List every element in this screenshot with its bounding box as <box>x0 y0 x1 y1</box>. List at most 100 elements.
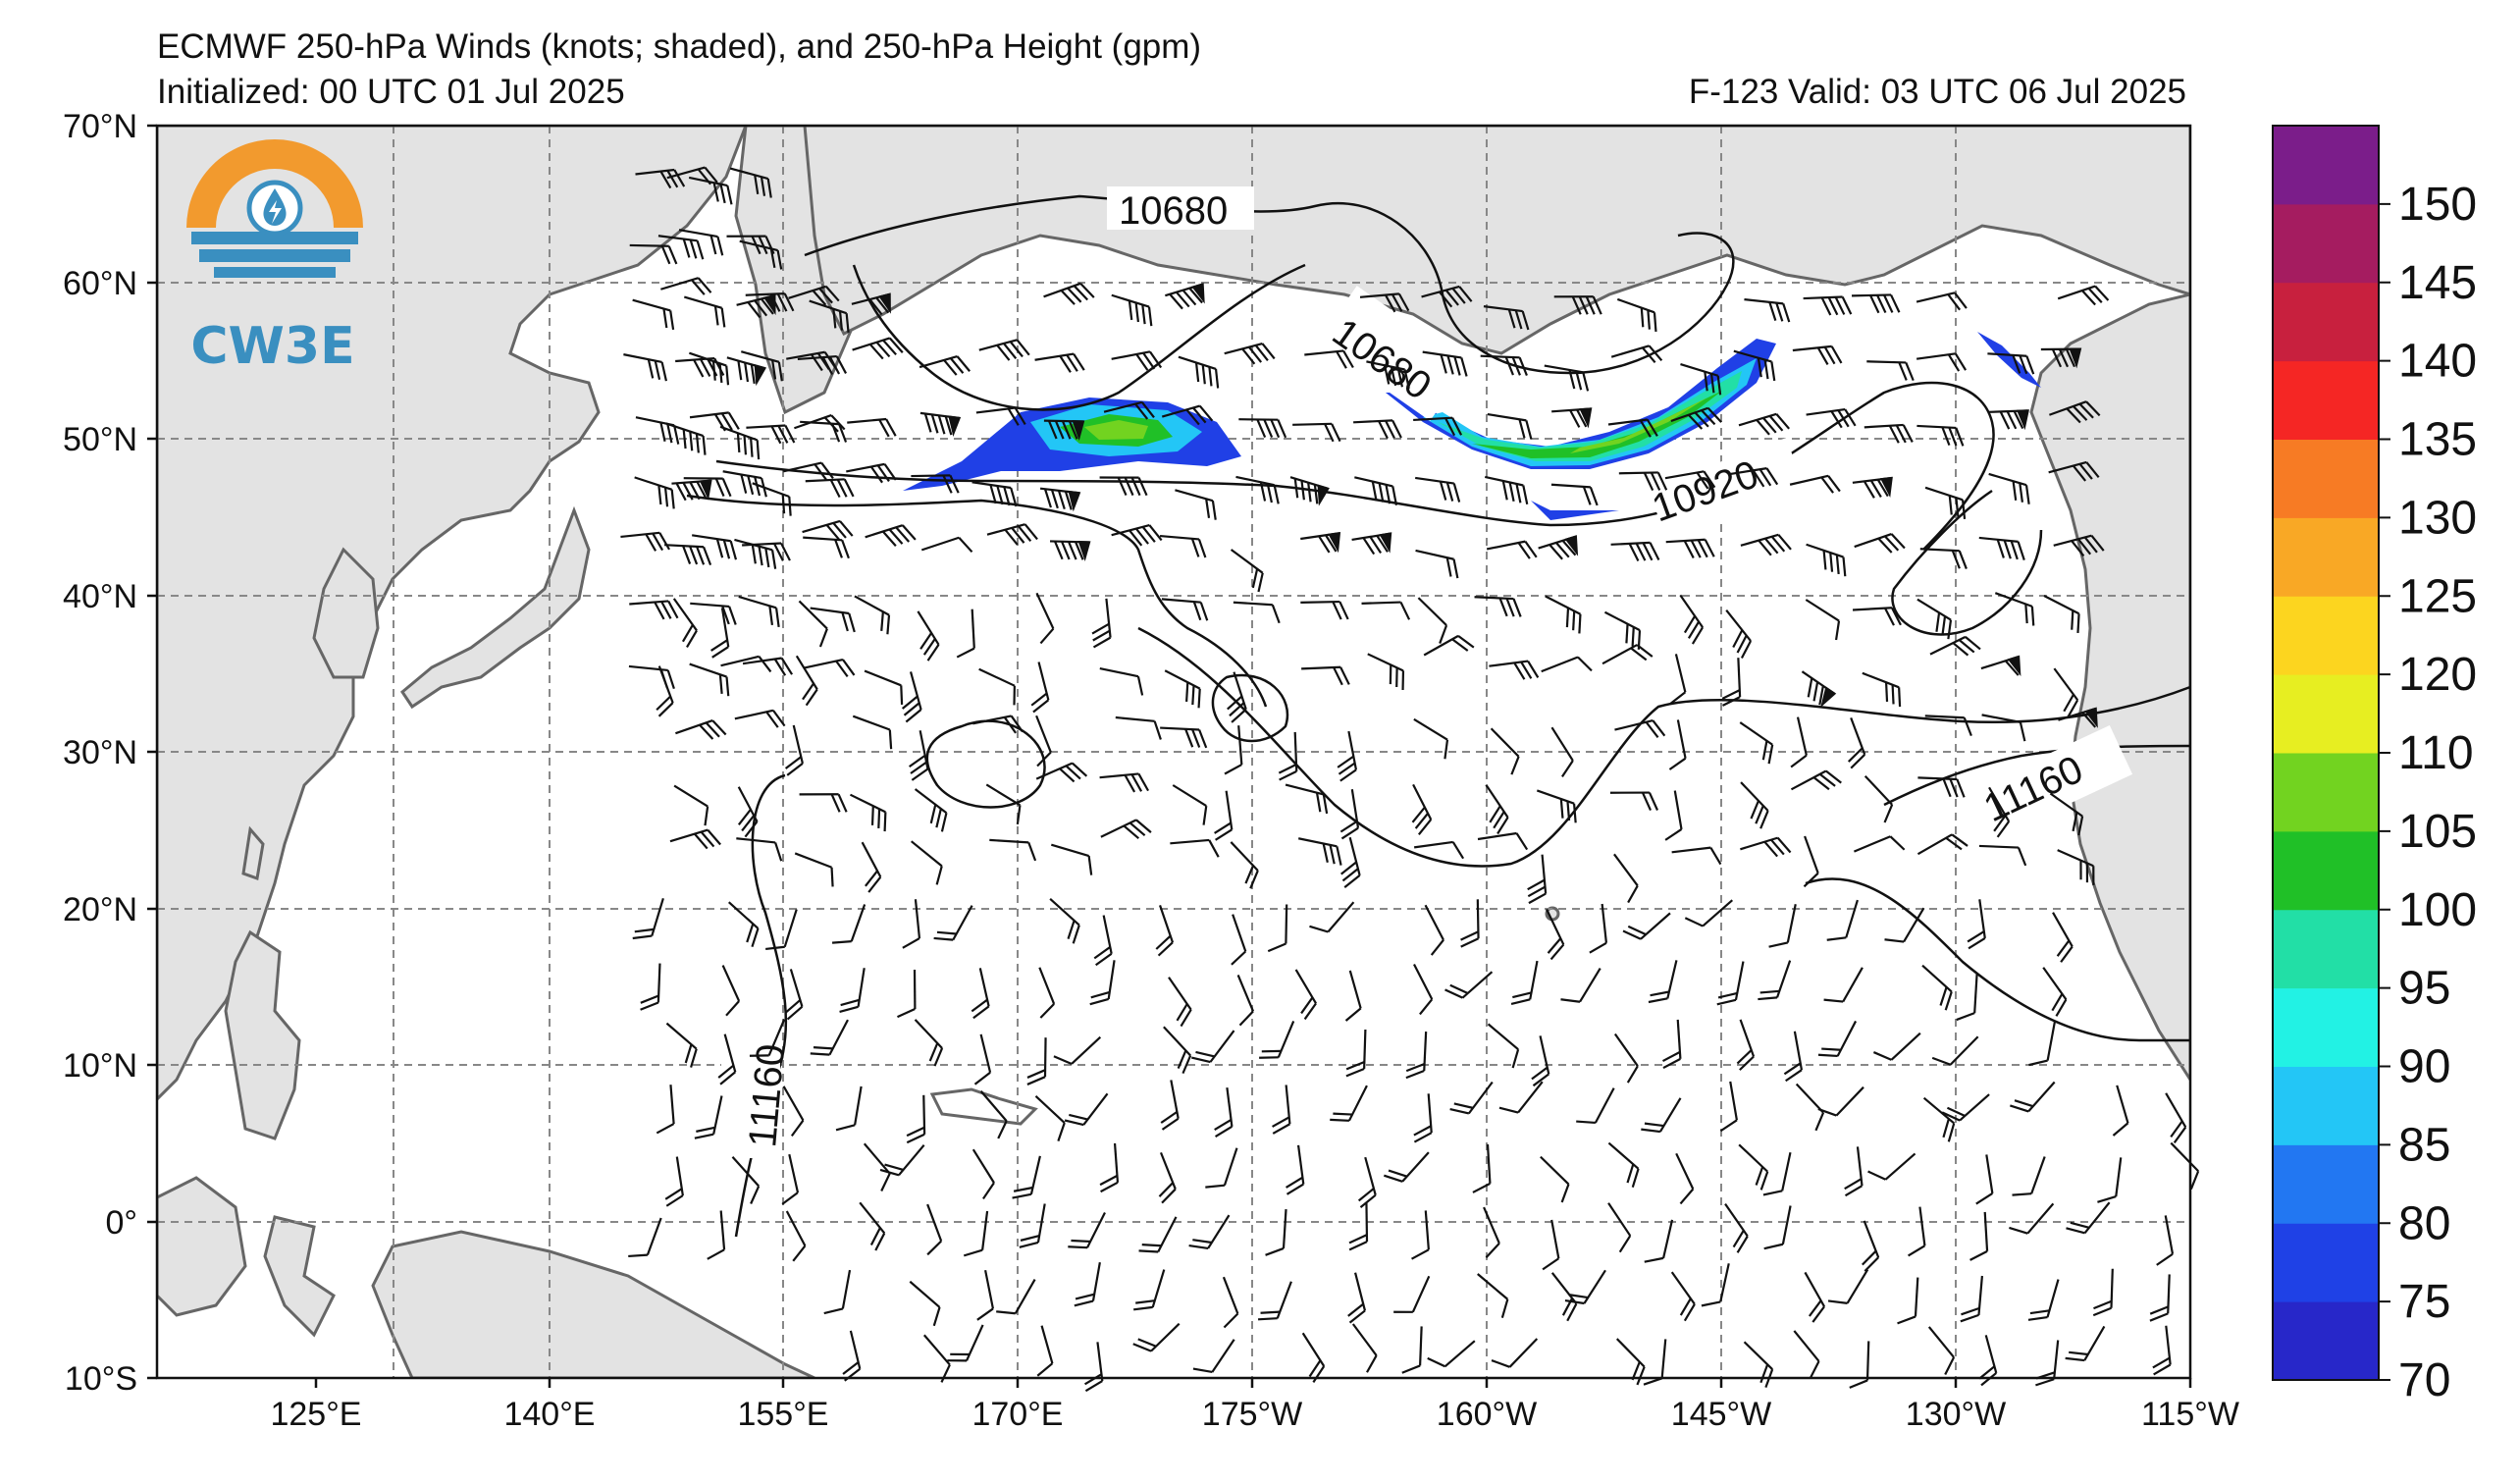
contour-label-5: 11160 <box>741 1042 793 1149</box>
wind-barb <box>1367 653 1405 691</box>
wind-barb <box>1357 1156 1377 1208</box>
wind-barb <box>1161 598 1209 621</box>
wind-barb <box>1738 412 1790 436</box>
wind-barb <box>1091 598 1112 649</box>
colorbar-swatch <box>2273 439 2379 518</box>
wind-barb <box>1823 967 1864 1003</box>
wind-barb <box>692 534 738 560</box>
wind-barb <box>1613 853 1639 904</box>
wind-barb <box>1160 1080 1180 1131</box>
wind-barb <box>1668 719 1687 770</box>
wind-barb <box>1740 533 1792 556</box>
wind-barb <box>911 840 943 885</box>
wind-barb <box>1724 1202 1749 1253</box>
wind-barb <box>1427 1340 1476 1368</box>
wind-barb <box>1740 781 1769 829</box>
wind-barb <box>823 1269 852 1315</box>
wind-barb <box>2052 912 2074 963</box>
wind-barb <box>1804 1271 1826 1323</box>
wind-barb <box>1550 483 1599 506</box>
wind-barb <box>1929 635 1981 657</box>
wind-barb <box>1111 350 1163 371</box>
wind-barb <box>731 1156 761 1204</box>
wind-barb <box>1641 1097 1682 1134</box>
wind-barb <box>978 667 1016 706</box>
wind-barb <box>1347 1272 1367 1324</box>
wind-barb <box>1487 1023 1520 1069</box>
wind-barb <box>673 784 709 826</box>
wind-barb <box>861 841 882 893</box>
wind-barb <box>1231 914 1247 966</box>
wind-barb <box>734 709 786 728</box>
indonesia-islands <box>263 1215 336 1338</box>
wind-barb <box>1643 1339 1667 1386</box>
wind-barb <box>1214 1087 1234 1138</box>
wind-barb <box>1300 531 1341 554</box>
wind-barb <box>1607 1202 1632 1253</box>
wind-barb <box>809 299 850 333</box>
wind-barb <box>738 595 780 628</box>
wind-barb <box>1805 599 1841 641</box>
wind-barb <box>799 793 848 813</box>
wind-barb <box>1258 1281 1292 1321</box>
wind-barb <box>690 602 737 625</box>
wind-barb <box>2048 460 2100 482</box>
wind-barb <box>1035 762 1088 783</box>
wind-barb <box>745 292 795 312</box>
wind-barb <box>1665 538 1715 559</box>
wind-barb <box>1975 1154 1994 1205</box>
wind-barb <box>1607 418 1658 438</box>
wind-barb <box>717 1033 737 1086</box>
wind-barb <box>1224 343 1276 365</box>
wind-barb <box>1035 592 1055 645</box>
wind-barb <box>1733 349 1776 382</box>
wind-barb <box>1172 784 1208 825</box>
wind-barb <box>1393 1275 1431 1313</box>
lat-label-10s: 10°S <box>65 1360 137 1398</box>
wind-barb <box>1034 1094 1066 1142</box>
wind-barb <box>1168 977 1192 1028</box>
colorbar-swatch <box>2273 987 2379 1067</box>
wind-barb <box>729 167 772 198</box>
wind-barb <box>1716 961 1745 1006</box>
wind-barb <box>1844 1146 1864 1197</box>
contour-label-1: 10680 <box>1119 189 1228 233</box>
wind-barb <box>2170 1141 2200 1190</box>
wind-barb <box>1725 609 1753 659</box>
wind-barb <box>784 969 804 1021</box>
wind-barb <box>1826 899 1859 941</box>
wind-barb <box>781 1153 800 1205</box>
wind-barb <box>1483 305 1530 331</box>
wind-barb <box>1921 964 1953 1011</box>
wind-barb <box>1978 536 2025 560</box>
wind-barb <box>1133 1269 1166 1311</box>
wind-barb <box>879 1143 925 1177</box>
contour-loop-mid <box>1211 673 1289 743</box>
wind-barb <box>719 425 761 460</box>
wind-barb <box>1230 841 1259 889</box>
wind-barb <box>1491 1338 1539 1368</box>
wind-barb <box>678 229 724 256</box>
wind-barb <box>1510 960 1539 1006</box>
wind-barb <box>2066 1201 2111 1235</box>
wind-barb <box>1043 419 1085 442</box>
wind-barb <box>985 783 1022 825</box>
wind-barb <box>632 897 664 940</box>
wind-barb <box>1527 854 1548 905</box>
contour-11160-east <box>1883 744 2191 807</box>
wind-barb <box>727 901 760 948</box>
height-contours <box>686 194 2191 1238</box>
wind-barb <box>1498 1081 1544 1114</box>
wind-barb <box>739 239 783 270</box>
wind-barb <box>1917 776 1966 798</box>
wind-barb <box>1034 352 1085 373</box>
wind-barb <box>1664 470 1716 490</box>
wind-barb <box>1763 1205 1792 1250</box>
wind-barb <box>2156 1215 2175 1266</box>
wind-barb <box>1474 596 1522 617</box>
wind-barb <box>810 1019 849 1056</box>
wind-barb <box>1783 1031 1804 1083</box>
wind-barb <box>1230 549 1264 593</box>
wind-barb <box>1366 360 1410 389</box>
wind-barb <box>851 292 891 316</box>
